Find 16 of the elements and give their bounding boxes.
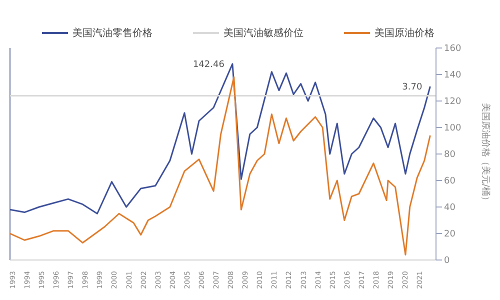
annotation: 142.46: [192, 60, 225, 70]
y-tick-label: 60: [444, 176, 456, 187]
y-tick-label: 100: [444, 124, 462, 134]
legend-label: 美国汽油敏感价位: [224, 26, 304, 40]
y-tick-label: 0: [444, 256, 450, 266]
line-series: [10, 76, 431, 256]
legend-label: 美国原油价格: [374, 26, 434, 40]
y-tick-label: 80: [444, 150, 456, 160]
annotation: 3.70: [402, 82, 422, 93]
y-tick-label: 160: [444, 44, 462, 54]
y-axis-title: 美国原油价格（美元/桶）: [480, 102, 491, 206]
legend-label: 美国汽油零售价格: [72, 26, 152, 40]
y-tick-label: 140: [444, 70, 462, 81]
y-tick-label: 120: [444, 97, 462, 108]
y-tick-label: 40: [444, 203, 456, 214]
y-tick-label: 20: [444, 230, 456, 240]
